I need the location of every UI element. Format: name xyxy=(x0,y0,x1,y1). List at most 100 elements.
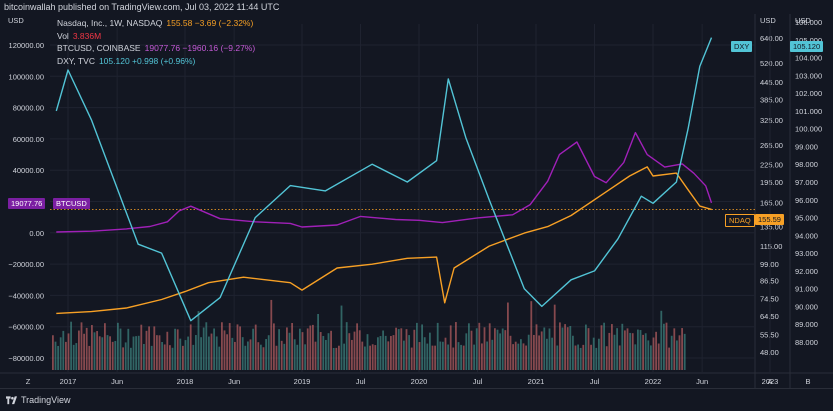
volume-bar xyxy=(127,329,129,370)
volume-bar xyxy=(645,333,647,370)
volume-bar xyxy=(174,329,176,370)
volume-bar xyxy=(143,344,145,370)
volume-bar xyxy=(52,335,54,370)
volume-bar xyxy=(341,306,343,370)
volume-bar xyxy=(270,300,272,370)
volume-bar xyxy=(549,328,551,370)
volume-bar xyxy=(575,346,577,370)
time-axis-tick-label: Jun xyxy=(696,377,708,386)
volume-bar xyxy=(351,340,353,370)
volume-bar xyxy=(629,333,631,370)
scale-button-a: A xyxy=(767,377,772,386)
legend-dxy-label: DXY, TVC xyxy=(57,56,95,66)
volume-bar xyxy=(213,328,215,370)
volume-bar xyxy=(642,335,644,370)
volume-bar xyxy=(250,339,252,370)
volume-bar xyxy=(244,346,246,370)
volume-bar xyxy=(606,346,608,370)
volume-bar xyxy=(179,339,181,370)
tradingview-logo[interactable]: TradingView xyxy=(6,395,71,405)
volume-bar xyxy=(577,345,579,370)
volume-bar xyxy=(468,323,470,370)
volume-bar xyxy=(281,341,283,370)
left-axis-tick-label: 60000.00 xyxy=(13,135,44,144)
volume-bar xyxy=(203,328,205,370)
volume-bar xyxy=(377,337,379,370)
volume-bar xyxy=(411,348,413,370)
volume-bar xyxy=(489,323,491,370)
right-axis-tick-label: 89.000 xyxy=(795,320,818,329)
volume-bar xyxy=(335,348,337,370)
volume-bar xyxy=(413,330,415,370)
volume-bar xyxy=(255,325,257,370)
time-axis-tick-label: 2019 xyxy=(294,377,311,386)
volume-bar xyxy=(260,345,262,370)
left-axis-tick-label: −60000.00 xyxy=(8,323,44,332)
volume-bar xyxy=(666,323,668,370)
time-axis-tick-label: Jul xyxy=(473,377,483,386)
volume-bar xyxy=(81,322,83,370)
volume-bar xyxy=(140,325,142,370)
volume-bar xyxy=(138,336,140,370)
volume-bar xyxy=(247,341,249,370)
series-line-dxy xyxy=(56,38,711,321)
volume-bar xyxy=(400,328,402,370)
volume-bar xyxy=(512,344,514,370)
right-axis-tick-label: 98.000 xyxy=(795,160,818,169)
time-axis-tick-label: 2022 xyxy=(645,377,662,386)
volume-bar xyxy=(603,323,605,370)
btc-price-tag-label: BTCUSD xyxy=(53,198,90,209)
volume-bar xyxy=(65,342,67,370)
mid-axis-tick-label: 225.00 xyxy=(760,161,783,170)
volume-bar xyxy=(299,329,301,370)
volume-bar xyxy=(187,337,189,370)
volume-bar xyxy=(211,334,213,370)
volume-bar xyxy=(99,336,101,370)
mid-axis-tick-label: 74.50 xyxy=(760,295,779,304)
volume-bar xyxy=(276,346,278,370)
series-line-btcusd xyxy=(56,133,711,232)
volume-bar xyxy=(439,342,441,370)
volume-bar xyxy=(296,345,298,370)
volume-bar xyxy=(559,322,561,370)
volume-bar xyxy=(104,323,106,370)
volume-bar xyxy=(679,335,681,370)
volume-bar xyxy=(406,329,408,370)
volume-bar xyxy=(231,338,233,370)
mid-axis-tick-label: 165.00 xyxy=(760,198,783,207)
volume-bar xyxy=(681,328,683,370)
volume-bar xyxy=(447,345,449,370)
time-axis-tick-label: 2018 xyxy=(177,377,194,386)
volume-bar xyxy=(354,332,356,370)
volume-bar xyxy=(361,342,363,370)
btc-price-tag-value: 19077.76 xyxy=(8,198,45,209)
volume-bar xyxy=(62,331,64,370)
volume-bar xyxy=(164,344,166,370)
volume-bar xyxy=(421,324,423,370)
mid-axis-header: USD xyxy=(760,16,776,25)
volume-bar xyxy=(294,339,296,370)
volume-bar xyxy=(530,301,532,370)
volume-bar xyxy=(398,329,400,370)
volume-bar xyxy=(55,342,57,370)
volume-bar xyxy=(283,344,285,370)
mid-axis-tick-label: 385.00 xyxy=(760,96,783,105)
volume-bar xyxy=(60,337,62,370)
right-axis-tick-label: 100.000 xyxy=(795,125,822,134)
volume-bar xyxy=(437,323,439,370)
volume-bar xyxy=(478,323,480,370)
volume-bar xyxy=(338,346,340,370)
volume-bar xyxy=(556,346,558,370)
volume-bar xyxy=(676,340,678,370)
volume-bar xyxy=(278,329,280,370)
volume-bar xyxy=(114,341,116,370)
volume-bar xyxy=(159,335,161,370)
volume-bar xyxy=(507,303,509,370)
volume-bar xyxy=(564,324,566,370)
volume-bar xyxy=(517,344,519,370)
